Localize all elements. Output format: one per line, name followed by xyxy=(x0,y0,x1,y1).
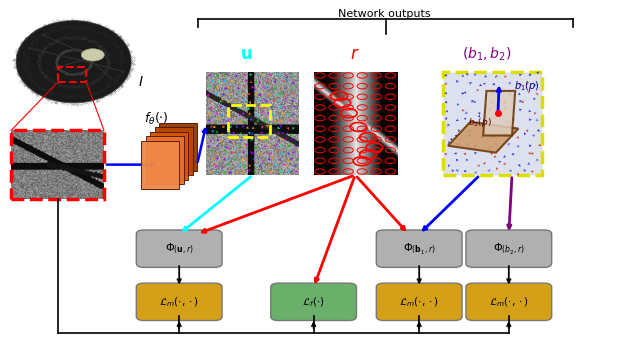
Bar xyxy=(228,105,270,137)
FancyBboxPatch shape xyxy=(376,230,462,268)
FancyBboxPatch shape xyxy=(466,230,552,268)
Text: $\Phi_{(b_2,r)}$: $\Phi_{(b_2,r)}$ xyxy=(493,241,525,256)
Bar xyxy=(12,130,104,199)
Polygon shape xyxy=(146,136,184,184)
FancyBboxPatch shape xyxy=(136,230,222,268)
Text: $\mathcal{L}_m(\cdot,\cdot)$: $\mathcal{L}_m(\cdot,\cdot)$ xyxy=(489,295,529,309)
Text: $\mathcal{L}_m(\cdot,\cdot)$: $\mathcal{L}_m(\cdot,\cdot)$ xyxy=(399,295,439,309)
Text: $\mathbf{u}$: $\mathbf{u}$ xyxy=(240,46,253,63)
Polygon shape xyxy=(155,127,193,175)
Text: $f_\theta(\cdot)$: $f_\theta(\cdot)$ xyxy=(145,111,169,127)
Text: $(b_1, b_2)$: $(b_1, b_2)$ xyxy=(461,46,511,63)
Text: $\Phi_{(\mathbf{u},r)}$: $\Phi_{(\mathbf{u},r)}$ xyxy=(164,241,194,256)
FancyBboxPatch shape xyxy=(136,283,222,320)
Polygon shape xyxy=(448,122,518,153)
Polygon shape xyxy=(159,123,197,171)
Text: $I$: $I$ xyxy=(138,75,143,90)
Text: $b_1(p)$: $b_1(p)$ xyxy=(514,79,540,93)
Text: Network outputs: Network outputs xyxy=(338,9,430,19)
Polygon shape xyxy=(150,132,188,180)
Text: $\mathcal{L}_m(\cdot,\cdot)$: $\mathcal{L}_m(\cdot,\cdot)$ xyxy=(159,295,199,309)
Text: $\mathcal{L}_f(\cdot)$: $\mathcal{L}_f(\cdot)$ xyxy=(302,295,325,309)
Text: $\Phi_{(\mathbf{b}_1,r)}$: $\Phi_{(\mathbf{b}_1,r)}$ xyxy=(403,241,436,256)
FancyBboxPatch shape xyxy=(376,283,462,320)
Bar xyxy=(443,72,543,175)
FancyBboxPatch shape xyxy=(271,283,356,320)
Bar xyxy=(58,67,86,82)
Polygon shape xyxy=(483,91,515,135)
Text: $b_2(p)$: $b_2(p)$ xyxy=(468,116,492,129)
Circle shape xyxy=(81,49,104,61)
Ellipse shape xyxy=(16,21,131,103)
FancyBboxPatch shape xyxy=(466,283,552,320)
Polygon shape xyxy=(141,141,179,189)
Text: $r$: $r$ xyxy=(350,46,360,63)
